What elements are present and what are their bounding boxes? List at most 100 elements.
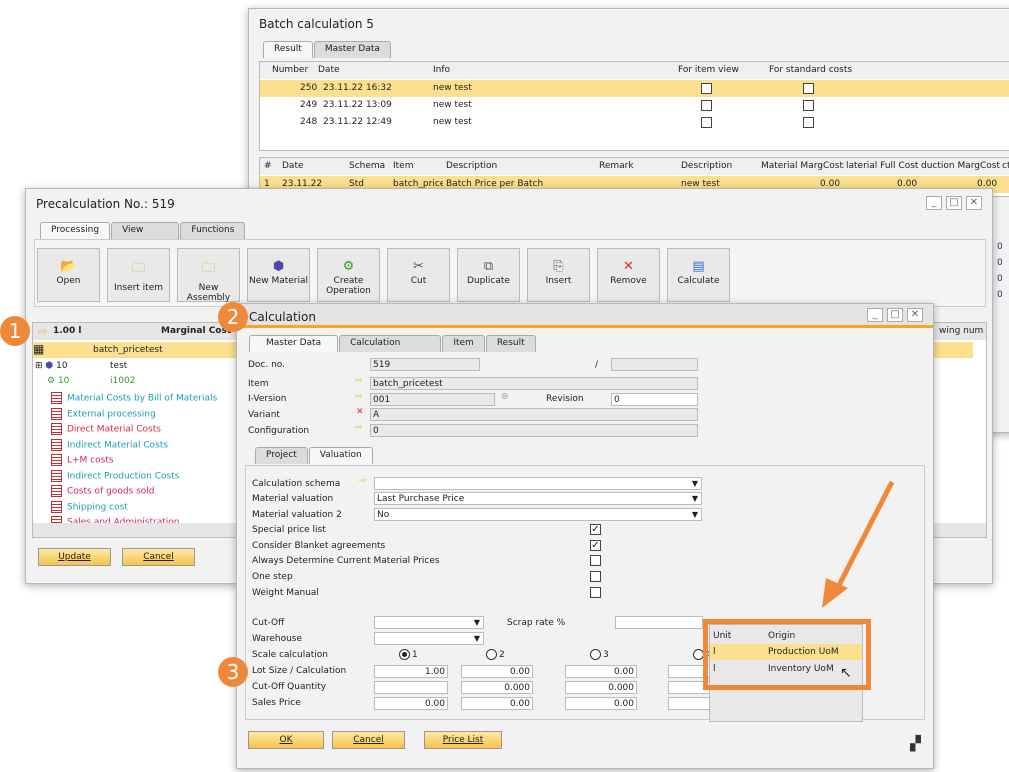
checkbox[interactable] (590, 586, 601, 598)
checkbox[interactable]: ✓ (590, 539, 601, 551)
sales-field[interactable]: 0.00 (461, 697, 533, 710)
table-row[interactable]: 250 23.11.22 16:32 new test (260, 80, 1009, 97)
tree-item-cost[interactable]: Indirect Material Costs (51, 438, 169, 451)
ok-button[interactable]: OK (248, 731, 324, 749)
open-icon: 📂 (60, 259, 77, 274)
cutqty-field[interactable]: 0.000 (461, 681, 533, 694)
toolbar-button[interactable]: ⚙ Create Operation (317, 248, 380, 302)
scale-radio[interactable]: 1 (399, 649, 418, 660)
std-costs-checkbox[interactable] (803, 83, 814, 94)
std-costs-checkbox[interactable] (803, 117, 814, 128)
list-icon[interactable]: ⊜ (501, 392, 509, 402)
tab-master-data[interactable]: Master Data (313, 41, 391, 58)
cutqty-field[interactable] (374, 681, 448, 694)
warehouse-dropdown[interactable]: ▼ (374, 632, 484, 645)
toolbar-button[interactable]: ✕ Remove (597, 248, 660, 302)
configuration-field[interactable]: 0 (370, 424, 698, 437)
header: Description (446, 161, 498, 171)
scrap-rate-field[interactable] (615, 616, 703, 629)
tree-item-cost[interactable]: Indirect Production Costs (51, 469, 179, 482)
tree-item-test[interactable]: ⊞ ⬢ 10 test (35, 361, 128, 371)
tree-item-cost[interactable]: Material Costs by Bill of Materials (51, 392, 217, 404)
minimize-button[interactable]: _ (867, 308, 883, 322)
tab-processing[interactable]: Processing (40, 222, 111, 239)
checkbox[interactable] (590, 555, 601, 567)
lot-field[interactable]: 0.00 (565, 665, 637, 678)
table-row[interactable]: 248 23.11.22 12:49 new test (260, 114, 1009, 131)
iversion-field[interactable]: 001 (370, 393, 495, 406)
tab-result[interactable]: Result (263, 41, 313, 58)
cutqty-field[interactable]: 0.000 (565, 681, 637, 694)
sales-field[interactable]: 0.00 (565, 697, 637, 710)
toolbar-button[interactable]: ✂ Cut (387, 248, 450, 302)
price-list-button[interactable]: Price List (424, 731, 502, 749)
scale-radio[interactable]: 2 (486, 649, 505, 660)
checkbox[interactable] (590, 571, 601, 583)
lot-field[interactable]: 1.00 (374, 665, 448, 678)
cancel-button[interactable]: Cancel (332, 731, 405, 749)
scissors-icon: ✂ (413, 259, 424, 274)
doc-no-field[interactable]: 519 (370, 358, 480, 371)
tree-item-i1002[interactable]: ⚙ 10 i1002 (47, 376, 135, 386)
cutoff-dropdown[interactable]: ▼ (374, 616, 484, 629)
item-view-checkbox[interactable] (701, 117, 712, 128)
cell: new test (681, 179, 720, 189)
tree-item-cost[interactable]: External processing (51, 407, 156, 420)
item-view-checkbox[interactable] (701, 100, 712, 111)
item-view-checkbox[interactable] (701, 83, 712, 94)
tree-item-cost[interactable]: Direct Material Costs (51, 423, 161, 435)
revision-field[interactable]: 0 (611, 393, 698, 406)
scale-radio[interactable]: 3 (590, 649, 609, 660)
toolbar-button[interactable]: ⬢ New Material (247, 248, 310, 302)
tree-item-cost[interactable]: L+M costs (51, 454, 114, 466)
close-button[interactable]: ✕ (966, 196, 982, 210)
tree-item-cost[interactable]: Costs of goods sold (51, 485, 155, 497)
toolbar-button[interactable]: ⧉ Duplicate (457, 248, 520, 302)
toolbar-button[interactable]: ⎘ Insert (527, 248, 590, 302)
tab-valuation[interactable]: Valuation (308, 447, 373, 464)
uom-row[interactable]: l Production UoM (710, 644, 862, 660)
variant-field[interactable]: A (370, 408, 698, 421)
tree-item-cost[interactable]: Shipping cost (51, 500, 128, 513)
schema-dropdown[interactable]: ▼ (374, 477, 702, 490)
link-arrow-icon[interactable]: ⇨ (355, 376, 363, 386)
folder-icon: 🗀 (201, 261, 215, 276)
doc-suffix-field[interactable] (611, 358, 698, 371)
update-button[interactable]: Update (38, 548, 111, 566)
table-row[interactable]: 249 23.11.22 13:09 new test (260, 97, 1009, 114)
label: 3 (603, 650, 609, 660)
item-field[interactable]: batch_pricetest (370, 377, 698, 390)
tab-item[interactable]: Item (442, 335, 485, 352)
tab-view[interactable]: View (111, 222, 180, 239)
cancel-button[interactable]: Cancel (122, 548, 195, 566)
clear-icon[interactable]: ✕ (356, 407, 364, 417)
std-costs-checkbox[interactable] (803, 100, 814, 111)
toolbar-button[interactable]: 📂 Open (37, 248, 100, 302)
link-arrow-icon[interactable]: ⇨ (355, 392, 363, 402)
tab-functions[interactable]: Functions (180, 222, 246, 239)
lot-field[interactable]: 0.00 (461, 665, 533, 678)
label: Indirect Material Costs (67, 440, 169, 450)
toolbar-button[interactable]: 🗀 New Assembly (177, 248, 240, 303)
uom-row[interactable]: l Inventory UoM (710, 661, 862, 677)
tab-project[interactable]: Project (255, 447, 308, 464)
tab-calculation[interactable]: Calculation (339, 335, 442, 352)
maximize-button[interactable]: □ (946, 196, 962, 210)
maximize-button[interactable]: □ (887, 308, 903, 322)
unit: l (713, 664, 716, 674)
material-valuation-2-dropdown[interactable]: No ▼ (374, 508, 702, 521)
link-arrow-icon[interactable]: ⇨ (359, 476, 367, 486)
minimize-button[interactable]: _ (926, 196, 942, 210)
tab-result[interactable]: Result (485, 335, 536, 352)
toolbar-button[interactable]: 🗀 Insert item (107, 248, 170, 302)
cell: batch_price (393, 179, 443, 189)
date: 23.11.22 12:49 (323, 117, 392, 127)
link-arrow-icon[interactable]: ⇨ (355, 423, 363, 433)
qty: 10 (57, 376, 70, 386)
tab-master-data[interactable]: Master Data (249, 335, 339, 352)
checkbox[interactable]: ✓ (590, 524, 601, 535)
toolbar-button[interactable]: ▤ Calculate (667, 248, 730, 302)
material-valuation-dropdown[interactable]: Last Purchase Price ▼ (374, 492, 702, 505)
sales-field[interactable]: 0.00 (374, 697, 448, 710)
close-button[interactable]: ✕ (907, 308, 923, 322)
